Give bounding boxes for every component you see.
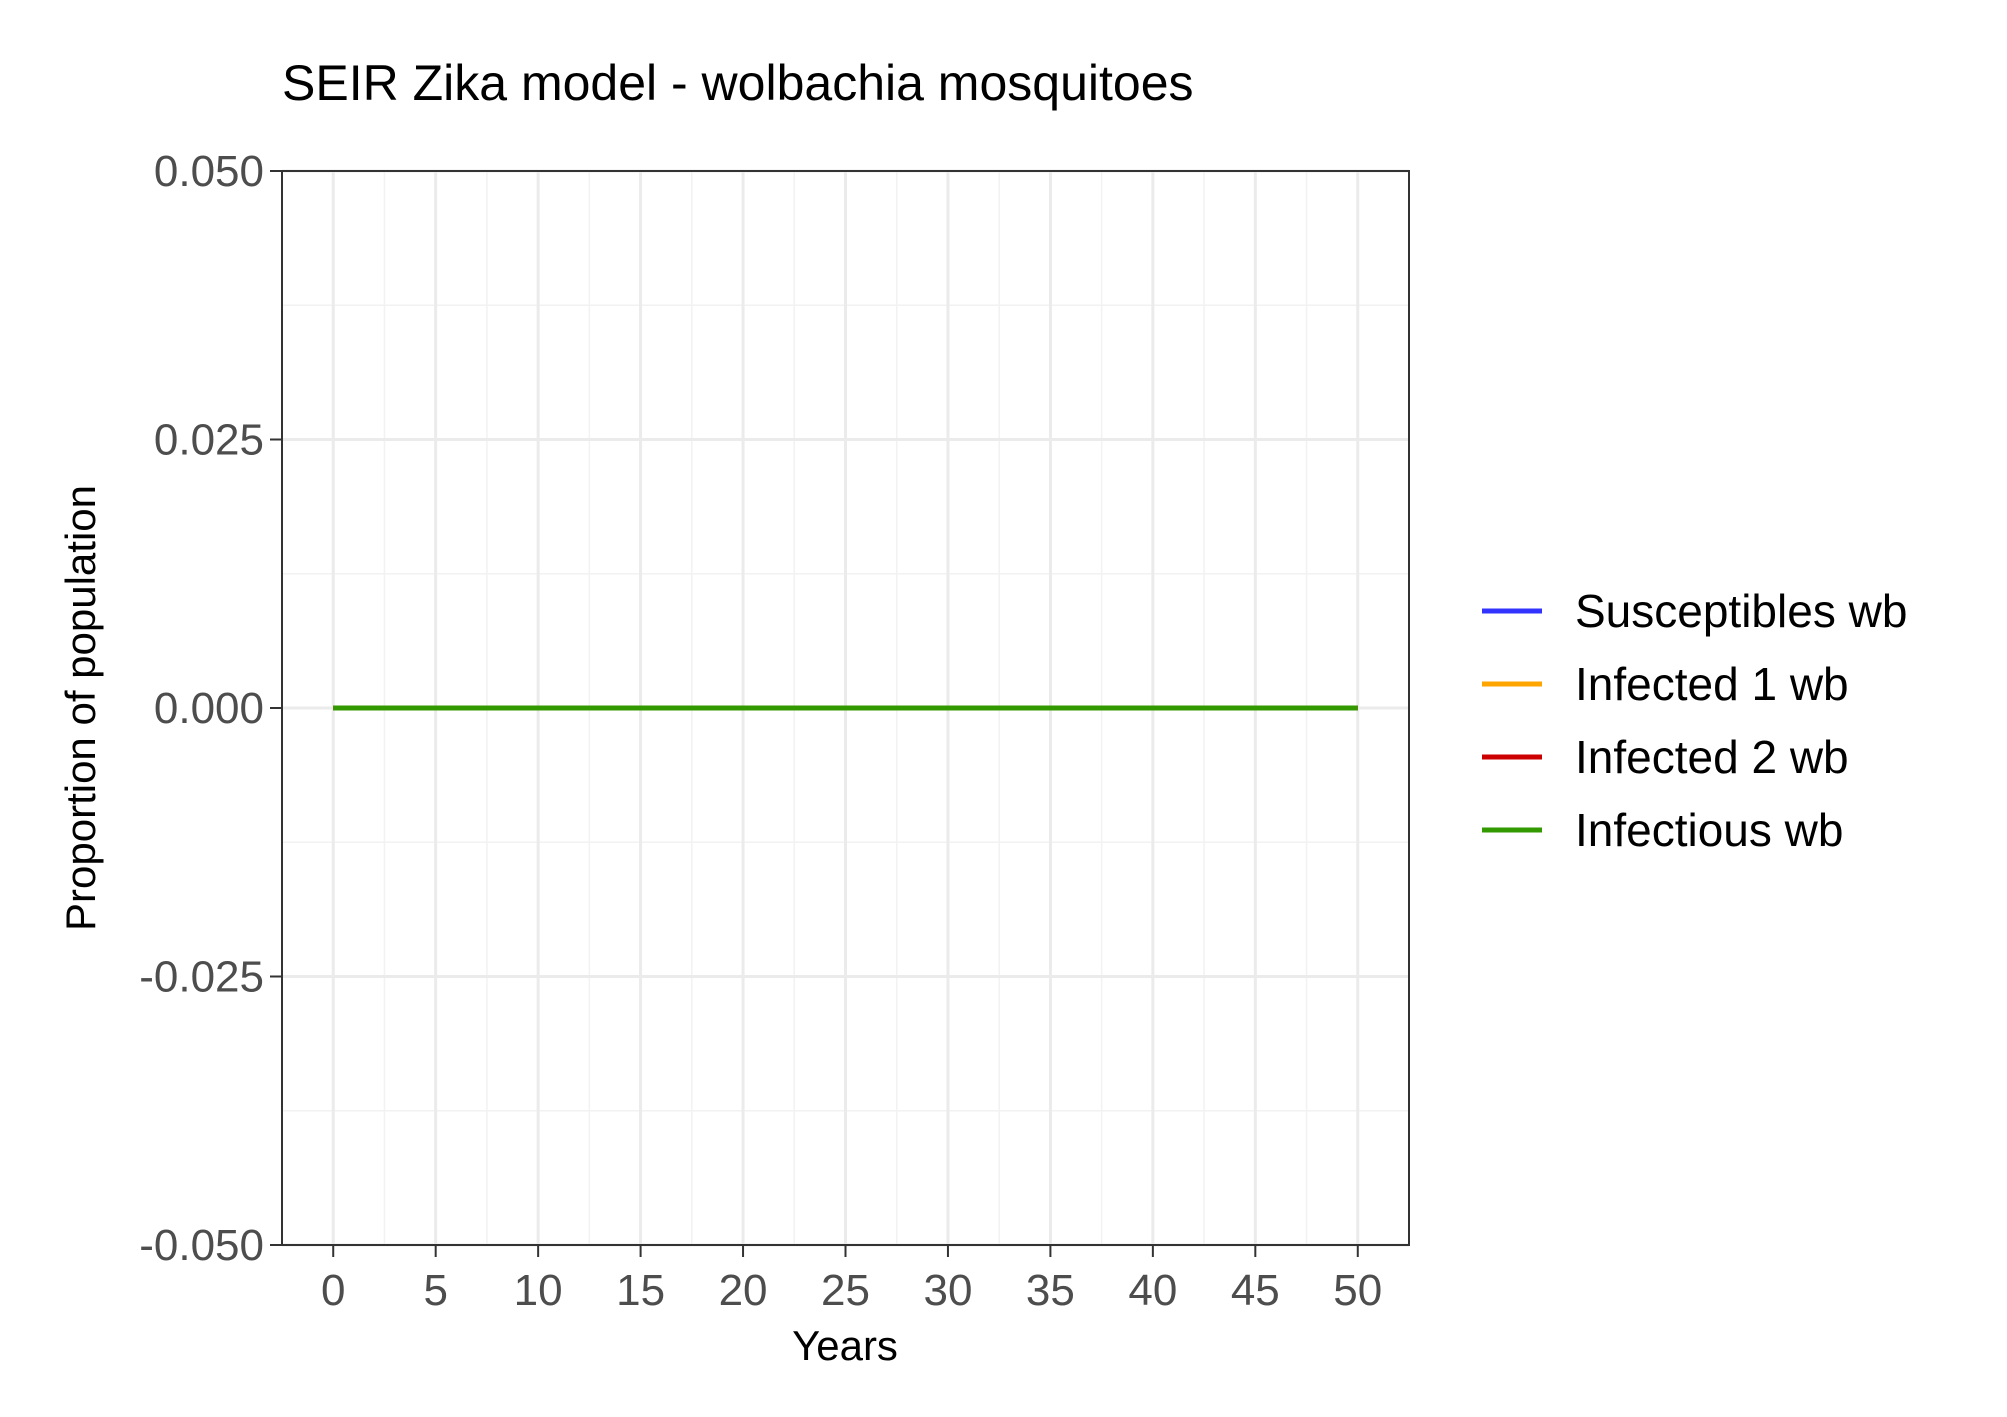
y-axis: -0.050 -0.025 0.000 0.025 0.050 [139,147,282,1270]
x-tick-label: 0 [321,1266,345,1315]
x-tick-label: 25 [821,1266,870,1315]
x-tick-label: 35 [1026,1266,1075,1315]
y-tick-label: 0.025 [154,416,264,465]
legend: Susceptibles wb Infected 1 wb Infected 2 w… [1482,585,1907,856]
legend-label-infectious-wb: Infectious wb [1575,804,1843,856]
y-tick-label: -0.050 [139,1221,264,1270]
y-tick-label: 0.000 [154,684,264,733]
x-tick-label: 30 [923,1266,972,1315]
x-tick-label: 15 [616,1266,665,1315]
x-tick-label: 5 [423,1266,447,1315]
y-axis-title: Proportion of population [57,485,104,931]
x-tick-label: 40 [1128,1266,1177,1315]
legend-label-susceptibles-wb: Susceptibles wb [1575,585,1907,637]
y-tick-label: 0.050 [154,147,264,196]
x-axis-title: Years [792,1322,898,1369]
y-tick-label: -0.025 [139,953,264,1002]
legend-label-infected-1-wb: Infected 1 wb [1575,658,1849,710]
chart-title: SEIR Zika model - wolbachia mosquitoes [282,55,1194,111]
x-tick-label: 10 [514,1266,563,1315]
x-tick-label: 20 [719,1266,768,1315]
x-tick-label: 50 [1333,1266,1382,1315]
x-axis: 0 5 10 15 20 25 30 35 40 45 50 [321,1245,1382,1315]
x-tick-label: 45 [1231,1266,1280,1315]
legend-label-infected-2-wb: Infected 2 wb [1575,731,1849,783]
